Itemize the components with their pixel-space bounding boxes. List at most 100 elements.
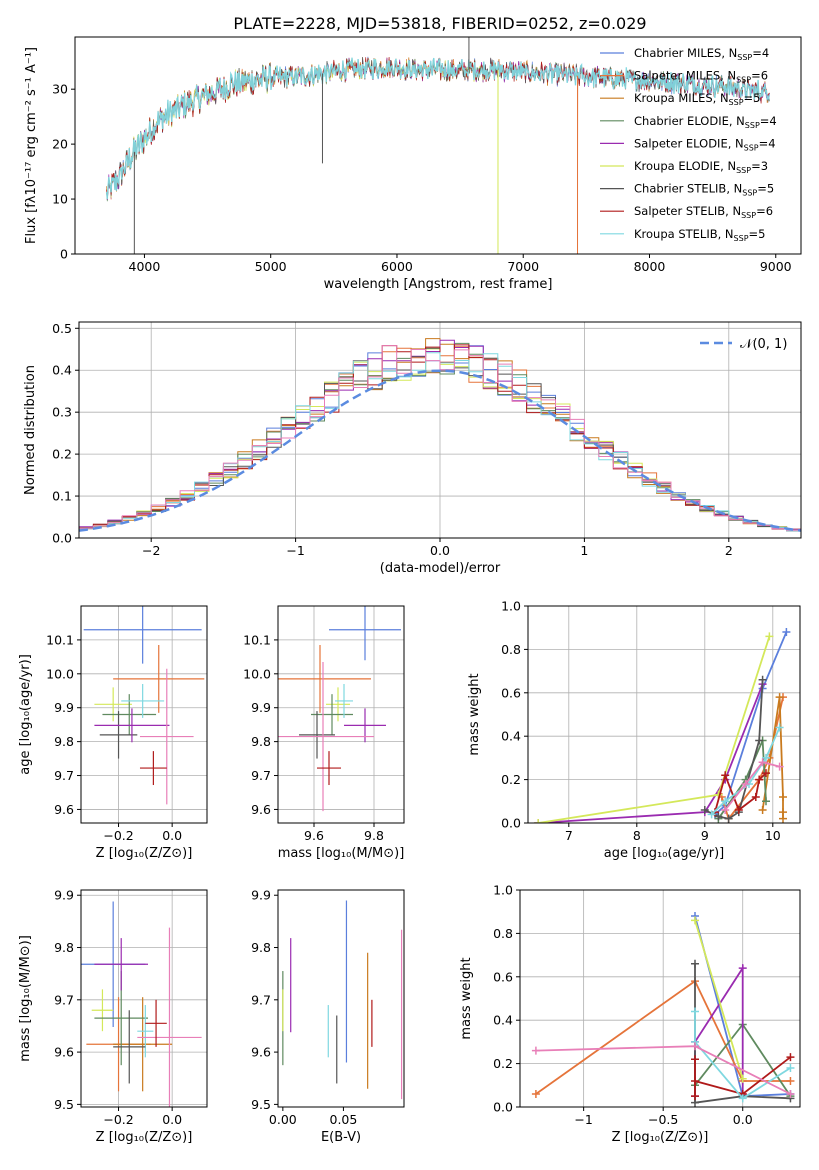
series-marker (786, 1089, 795, 1098)
y-tick-label: 0.0 (52, 531, 72, 546)
y-tick-label: 9.9 (54, 700, 74, 715)
plot-area (278, 606, 401, 812)
legend-label: Chabrier MILES, NSSP=4 (634, 46, 769, 62)
x-tick-label: 0.0 (733, 1112, 753, 1127)
legend-label: Salpeter STELIB, NSSP=6 (634, 204, 773, 220)
y-tick-label: 0.8 (493, 926, 513, 941)
x-tick-label: 7 (565, 828, 573, 843)
x-tick-label: 9 (701, 828, 709, 843)
x-tick-label: 5000 (255, 259, 287, 274)
y-tick-label: 9.9 (251, 888, 271, 903)
y-tick-label: 0.4 (52, 363, 72, 378)
y-tick-label: 10.0 (46, 666, 74, 681)
panel-mass_vs_Z: −0.2 0.0 9.5 9.6 9.7 9.8 9.9 Z [log₁₀(Z/Z⊙)] mas… (18, 888, 208, 1145)
x-tick-label: 0.0 (430, 543, 450, 558)
x-tick-label: −0.5 (648, 1112, 678, 1127)
series-marker (721, 805, 730, 814)
series-marker (531, 1089, 540, 1098)
series-line (714, 631, 788, 815)
y-tick-label: 9.9 (251, 700, 271, 715)
spectrum-line (105, 57, 771, 200)
y-axis-label: Normed distribution (23, 365, 38, 495)
y-axis-label: mass [log₁₀(M/M⊙)] (18, 935, 33, 1062)
series-line (704, 679, 764, 820)
series-marker (786, 1053, 795, 1062)
axes-frame (80, 889, 208, 1108)
axes-frame (80, 605, 208, 824)
series-marker (531, 1046, 540, 1055)
panel-mass_vs_ebv: 0.00 0.05 9.5 9.6 9.7 9.8 9.9 E(B-V) (251, 888, 405, 1145)
series-line (694, 920, 744, 1080)
y-tick-label: 9.8 (251, 734, 271, 749)
y-tick-label: 9.8 (54, 734, 74, 749)
x-axis-label: Z [log₁₀(Z/Z⊙)] (96, 1130, 193, 1145)
x-axis-label: mass [log₁₀(M/M⊙)] (278, 846, 405, 861)
series-marker (707, 810, 716, 819)
series-line (694, 1011, 791, 1100)
y-tick-label: 20 (52, 137, 68, 152)
y-tick-label: 0 (60, 247, 68, 262)
y-tick-label: 30 (52, 82, 68, 97)
series-marker (755, 775, 764, 784)
x-tick-label: −0.2 (103, 1112, 133, 1127)
legend-label: Salpeter MILES, NSSP=6 (634, 69, 768, 85)
figure-title: PLATE=2228, MJD=53818, FIBERID=0252, z=0… (233, 14, 646, 33)
spectrum-line (106, 57, 499, 254)
series-line (535, 979, 791, 1095)
normal-curve (79, 369, 801, 532)
y-tick-label: 0.2 (493, 1056, 513, 1071)
y-tick-label: 9.6 (54, 1045, 74, 1060)
y-tick-label: 1.0 (501, 599, 521, 614)
y-tick-label: 9.7 (251, 992, 271, 1007)
plot-area (282, 900, 403, 1100)
axes-frame (277, 889, 405, 1108)
y-tick-label: 9.6 (251, 1045, 271, 1060)
axes-frame (74, 36, 802, 255)
x-tick-label: 8000 (634, 259, 666, 274)
panel-spectrum: Chabrier MILES, NSSP=4 Salpeter MILES, NS… (24, 36, 802, 292)
series-marker (779, 814, 787, 823)
chart-panels: Chabrier MILES, NSSP=4 Salpeter MILES, NS… (18, 36, 802, 1145)
plot-area (83, 606, 205, 805)
y-axis-label: mass weight (459, 957, 474, 1039)
legend-label: Kroupa STELIB, NSSP=5 (634, 227, 765, 243)
series-marker (691, 959, 699, 968)
y-tick-label: 0.2 (52, 447, 72, 462)
y-tick-label: 0.5 (52, 321, 72, 336)
x-axis-label: (data-model)/error (380, 561, 501, 576)
y-axis-label: Flux [fλ10⁻¹⁷ erg cm⁻² s⁻¹ A⁻¹] (24, 47, 39, 244)
series-marker (691, 1092, 699, 1101)
axes-frame (527, 605, 801, 824)
panel-massweight_vs_age: 7 8 9 10 0.0 0.2 0.4 0.6 0.8 1.0 age [log₁₀(age/yr… (467, 599, 801, 861)
plot-area (531, 912, 795, 1107)
y-tick-label: 9.7 (251, 768, 271, 783)
series-marker (758, 758, 767, 767)
y-tick-label: 9.6 (54, 802, 74, 817)
series-marker (691, 1076, 699, 1085)
x-tick-label: 9.6 (304, 828, 324, 843)
series-marker (691, 1055, 699, 1064)
x-tick-label: 1 (580, 543, 588, 558)
y-tick-label: 9.8 (251, 940, 271, 955)
y-tick-label: 10.1 (243, 632, 271, 647)
series-marker (786, 1063, 795, 1072)
series-marker (734, 805, 743, 814)
x-tick-label: 0.05 (330, 1112, 358, 1127)
panel-residuals: 𝒩(0, 1) −2 −1 0.0 1 2 0.0 0.1 0.2 0.3 0.4 0.5 (data-… (23, 321, 802, 576)
legend-label: Kroupa ELODIE, NSSP=3 (634, 159, 768, 175)
series-marker (765, 632, 774, 641)
x-tick-label: 0.0 (162, 1112, 182, 1127)
y-tick-label: 0.6 (501, 685, 521, 700)
panel-massweight_vs_Z: −1 −0.5 0.0 0.0 0.2 0.4 0.6 0.8 1.0 Z [log₁₀(Z/Z⊙… (459, 883, 801, 1145)
legend-label: 𝒩(0, 1) (740, 337, 787, 352)
y-axis-label: age [log₁₀(age/yr)] (18, 654, 33, 775)
y-tick-label: 0.0 (501, 816, 521, 831)
x-tick-label: 0.0 (162, 828, 182, 843)
x-tick-label: −1 (574, 1112, 592, 1127)
legend-label: Chabrier ELODIE, NSSP=4 (634, 114, 777, 130)
series-marker (775, 723, 784, 732)
y-tick-label: 9.9 (54, 888, 74, 903)
y-tick-label: 0.8 (501, 642, 521, 657)
spectrum-line (106, 57, 579, 254)
